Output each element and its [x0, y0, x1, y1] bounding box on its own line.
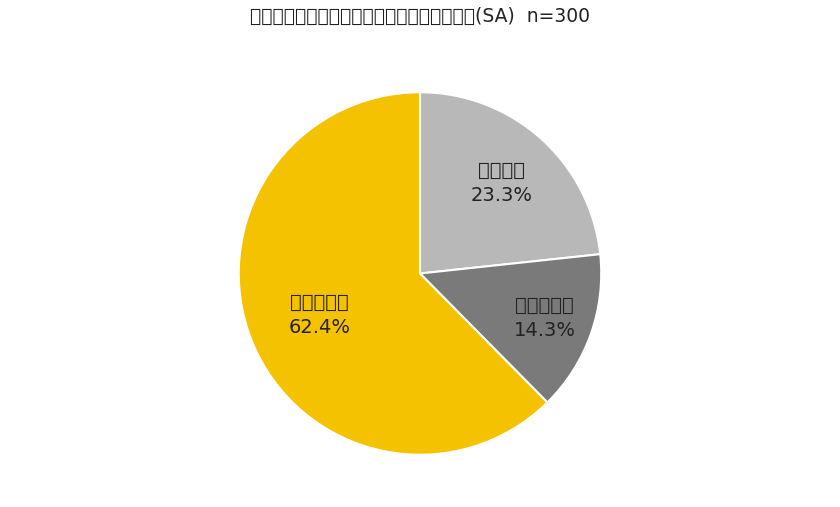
Text: する予定
23.3%: する予定 23.3%: [470, 161, 533, 205]
Wedge shape: [239, 92, 548, 455]
Wedge shape: [420, 254, 601, 403]
Title: 節分の日に豆まきをする予定はありますか？(SA)  n=300: 節分の日に豆まきをする予定はありますか？(SA) n=300: [250, 7, 590, 26]
Text: しない予定
62.4%: しない予定 62.4%: [288, 293, 350, 337]
Wedge shape: [420, 92, 601, 273]
Text: 分からない
14.3%: 分からない 14.3%: [513, 296, 575, 340]
